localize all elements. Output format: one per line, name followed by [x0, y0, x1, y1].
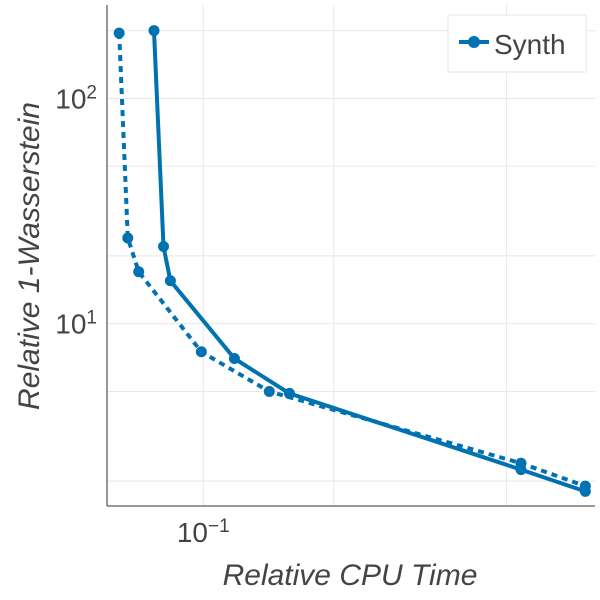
tick-labels: 10−1 101 102	[55, 82, 229, 548]
data-point	[133, 266, 145, 278]
data-point	[122, 232, 134, 244]
y-tick-label: 101	[55, 308, 97, 340]
plot-background	[107, 5, 595, 505]
data-point	[113, 27, 125, 39]
legend: Synth	[447, 14, 587, 73]
data-point	[515, 457, 527, 469]
y-axis-title: Relative 1-Wasserstein	[13, 102, 46, 410]
series-layer	[113, 25, 591, 497]
data-point	[579, 480, 591, 492]
y-tick-label: 102	[55, 82, 97, 114]
data-point	[195, 346, 207, 358]
data-point	[228, 353, 240, 365]
x-tick-label: 10−1	[177, 516, 230, 548]
x-axis-title: Relative CPU Time	[223, 559, 478, 592]
legend-swatch-marker	[468, 36, 480, 48]
legend-label-synth: Synth	[494, 29, 566, 60]
data-point	[164, 275, 176, 287]
data-point	[158, 241, 170, 253]
data-point	[148, 25, 160, 37]
data-point	[263, 385, 275, 397]
